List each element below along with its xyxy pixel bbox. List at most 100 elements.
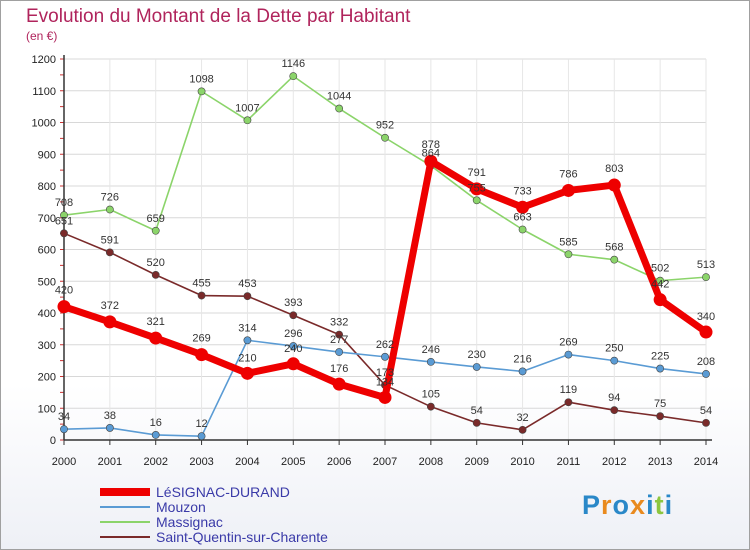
data-label: 878 <box>422 139 440 151</box>
data-label: 340 <box>697 311 715 323</box>
data-point <box>289 311 298 320</box>
x-tick-label: 2009 <box>464 456 488 468</box>
data-label: 755 <box>468 182 486 194</box>
data-point <box>243 116 252 125</box>
data-label: 726 <box>101 191 119 203</box>
data-label: 513 <box>697 259 715 271</box>
y-tick-label: 300 <box>38 340 56 352</box>
data-label: 94 <box>608 392 620 404</box>
data-label: 568 <box>605 242 623 254</box>
data-label: 262 <box>376 339 394 351</box>
data-label: 393 <box>284 297 302 309</box>
data-label: 708 <box>55 197 73 209</box>
data-point <box>472 196 481 205</box>
data-label: 502 <box>651 263 669 275</box>
data-label: 332 <box>330 317 348 329</box>
data-label: 420 <box>55 285 73 297</box>
data-label: 296 <box>284 328 302 340</box>
data-point <box>286 357 300 371</box>
data-point <box>702 418 710 427</box>
x-tick-label: 2002 <box>143 456 167 468</box>
data-point <box>518 225 527 234</box>
data-label: 269 <box>192 333 210 345</box>
x-tick-label: 2013 <box>648 456 672 468</box>
data-point <box>105 424 114 432</box>
data-point <box>607 178 621 192</box>
data-label: 1007 <box>235 102 259 114</box>
data-point <box>561 183 575 197</box>
data-point <box>381 133 389 142</box>
data-point <box>195 348 209 362</box>
data-point <box>564 398 573 407</box>
data-label: 591 <box>101 234 119 246</box>
data-point <box>472 418 481 427</box>
x-tick-label: 2004 <box>235 456 259 468</box>
legend-label: LéSIGNAC-DURAND <box>156 484 290 500</box>
data-label: 1146 <box>281 58 305 70</box>
data-label: 277 <box>330 334 348 346</box>
data-point <box>103 315 117 329</box>
data-label: 663 <box>513 211 531 223</box>
data-label: 455 <box>192 278 210 290</box>
x-tick-label: 2012 <box>602 456 626 468</box>
data-label: 733 <box>513 185 531 197</box>
data-label: 246 <box>422 344 440 356</box>
data-label: 651 <box>55 215 73 227</box>
data-point <box>105 248 114 257</box>
logo-letter: o <box>612 490 631 520</box>
data-point <box>60 211 68 220</box>
data-label: 32 <box>516 412 528 424</box>
data-point <box>564 250 573 259</box>
y-tick-label: 200 <box>38 372 56 384</box>
data-point <box>470 182 484 196</box>
data-label: 442 <box>651 279 669 291</box>
data-label: 134 <box>376 376 394 388</box>
data-point <box>335 330 344 339</box>
x-tick-label: 2014 <box>694 456 718 468</box>
data-point <box>57 300 71 314</box>
data-label: 1098 <box>189 73 213 85</box>
data-point <box>243 292 252 301</box>
data-label: 38 <box>104 410 116 422</box>
data-point <box>426 357 435 366</box>
data-point <box>610 356 619 365</box>
data-label: 791 <box>468 167 486 179</box>
data-label: 269 <box>559 337 577 349</box>
data-label: 173 <box>376 367 394 379</box>
data-label: 119 <box>560 384 578 396</box>
data-point <box>518 367 527 376</box>
data-point <box>289 342 298 350</box>
data-label: 321 <box>147 316 165 328</box>
x-tick-label: 2006 <box>327 456 351 468</box>
legend-label: Massignac <box>156 514 223 530</box>
data-label: 176 <box>330 363 348 375</box>
data-point <box>381 352 389 361</box>
data-label: 225 <box>651 351 669 363</box>
data-point <box>610 255 619 264</box>
data-point <box>656 276 665 285</box>
data-point <box>243 336 252 345</box>
x-tick-label: 2003 <box>189 456 213 468</box>
x-tick-label: 2005 <box>281 456 305 468</box>
data-point <box>335 348 344 356</box>
data-point <box>332 377 346 391</box>
data-label: 659 <box>147 213 165 225</box>
x-tick-label: 2010 <box>510 456 534 468</box>
x-tick-label: 2001 <box>98 456 122 468</box>
logo-letter: r <box>601 490 613 520</box>
data-label: 585 <box>559 236 577 248</box>
x-tick-label: 2000 <box>52 456 76 468</box>
data-point <box>656 364 665 373</box>
y-tick-label: 400 <box>38 308 56 320</box>
data-label: 520 <box>147 257 165 269</box>
data-label: 16 <box>150 417 162 429</box>
x-tick-label: 2008 <box>419 456 443 468</box>
y-tick-label: 0 <box>50 435 56 447</box>
data-point <box>149 331 163 345</box>
y-tick-label: 900 <box>38 149 56 161</box>
data-label: 34 <box>58 411 70 423</box>
data-label: 216 <box>513 353 531 365</box>
data-point <box>60 229 68 238</box>
data-label: 54 <box>700 405 712 417</box>
